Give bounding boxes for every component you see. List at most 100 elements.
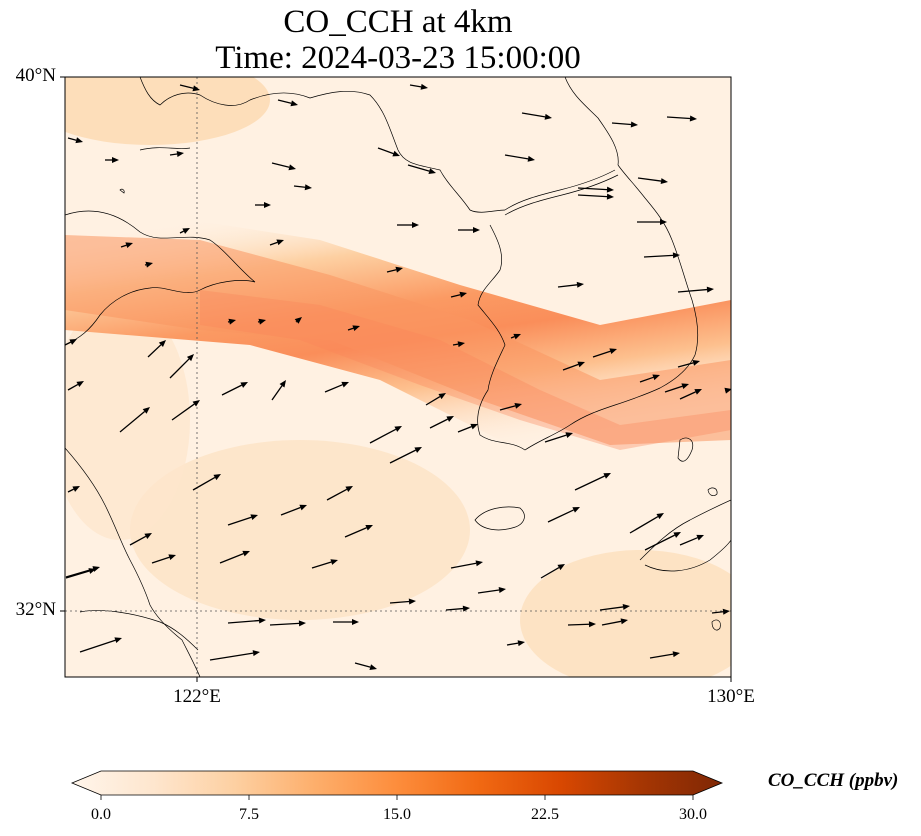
colorbar-ticks: [100, 795, 694, 800]
wind-vector-head: [142, 407, 150, 414]
wind-vector-head: [345, 486, 353, 492]
wind-vector: [67, 488, 75, 493]
wind-vector-head: [290, 100, 298, 107]
wind-vector: [280, 506, 301, 516]
wind-vector-head: [606, 193, 614, 200]
wind-vector-head: [144, 533, 152, 539]
colorbar-tick-label: 22.5: [531, 806, 559, 823]
wind-vector-head: [438, 393, 446, 400]
wind-vector-head: [588, 621, 596, 628]
wind-vector: [506, 642, 519, 646]
wind-vector: [677, 288, 708, 293]
wind-vector-head: [145, 261, 153, 268]
wind-vector: [477, 589, 500, 594]
wind-vector: [271, 385, 283, 401]
wind-vector: [219, 552, 244, 564]
concentration-patch: [520, 550, 731, 677]
wind-vector-head: [630, 121, 638, 128]
coastlines: [65, 77, 731, 677]
wind-vector: [457, 425, 472, 433]
colorbar-tick-label: 7.5: [239, 806, 259, 823]
wind-vector-head: [213, 474, 221, 481]
wind-vector-head: [352, 325, 360, 332]
wind-vector-head: [288, 164, 296, 171]
wind-vector: [67, 383, 79, 391]
wind-vector: [269, 622, 300, 626]
wind-vector-head: [622, 603, 630, 610]
wind-vector: [324, 384, 343, 393]
bohai-liaodong-coast: [139, 77, 506, 213]
wind-vector: [192, 476, 216, 491]
wind-vector: [129, 535, 147, 546]
wind-vector-head: [182, 228, 190, 234]
wind-vector-head: [69, 339, 77, 345]
wind-vector-head: [228, 318, 236, 325]
kyushu-south-coast: [644, 539, 731, 572]
lon-label-122e: 122°E: [173, 686, 221, 707]
wind-vector-head: [473, 227, 480, 233]
wind-vector: [574, 475, 605, 491]
wind-vector: [227, 516, 252, 526]
wind-vector: [407, 164, 430, 172]
wind-vector-head: [428, 168, 436, 174]
wind-vector-head: [620, 618, 628, 625]
wind-vector: [557, 284, 578, 288]
wind-vector-head: [341, 381, 349, 388]
wind-vector-head: [352, 619, 359, 625]
colorbar-tick-label: 0.0: [91, 806, 111, 823]
wind-vector-head: [557, 564, 565, 571]
wind-vector-head: [258, 318, 266, 325]
colorbar: [70, 770, 724, 796]
concentration-patch: [65, 77, 270, 145]
wind-vector: [389, 600, 410, 604]
wind-vector-head: [369, 664, 377, 671]
wind-vector-head: [279, 380, 286, 388]
wind-vector: [637, 177, 662, 182]
wind-vector-head: [252, 650, 260, 657]
wind-vector: [171, 403, 195, 421]
wind-vector-head: [192, 400, 200, 407]
wind-vector-head: [168, 554, 176, 561]
wind-vector: [386, 269, 397, 273]
map-frame: [64, 76, 732, 678]
colorbar-tick-label: 30.0: [679, 806, 707, 823]
wind-vector-head: [513, 333, 521, 340]
wind-vector-head: [176, 151, 184, 157]
wind-vector: [169, 153, 178, 156]
wind-vector: [295, 320, 298, 323]
wind-vector-head: [660, 219, 667, 225]
wind-vector: [269, 241, 278, 246]
wind-vector: [227, 619, 260, 624]
wind-vector-head: [158, 340, 166, 347]
wind-vector-head: [192, 85, 200, 92]
wind-vector: [119, 410, 146, 433]
wind-vector-head: [408, 598, 416, 605]
wind-vector-head: [475, 560, 483, 567]
koshiki-island: [711, 619, 721, 631]
wind-vector: [499, 405, 516, 411]
wind-vector: [425, 396, 441, 406]
wind-vector: [354, 662, 371, 668]
wind-vector: [450, 562, 477, 569]
shandong-peninsula-coast: [65, 210, 256, 346]
wind-vector: [311, 561, 332, 569]
wind-vector: [409, 84, 422, 88]
wind-vector: [679, 537, 698, 546]
wind-vector: [599, 606, 624, 611]
wind-vector-head: [656, 513, 664, 520]
wind-vector-head: [706, 286, 714, 293]
wind-vector-head: [92, 566, 100, 572]
co-plume-core: [65, 235, 731, 445]
wind-vector-head: [689, 115, 697, 122]
wind-vector: [65, 570, 90, 579]
wind-vector-head: [258, 617, 266, 624]
wind-vector-head: [414, 447, 422, 453]
colorbar-label: CO_CCH (ppbv): [768, 770, 899, 791]
wind-vector: [639, 376, 654, 383]
wind-vector: [629, 515, 659, 534]
wind-vector-head: [114, 637, 122, 644]
wind-vector-head: [298, 620, 306, 627]
wind-vector: [209, 652, 254, 661]
wind-vector-head: [395, 266, 403, 273]
